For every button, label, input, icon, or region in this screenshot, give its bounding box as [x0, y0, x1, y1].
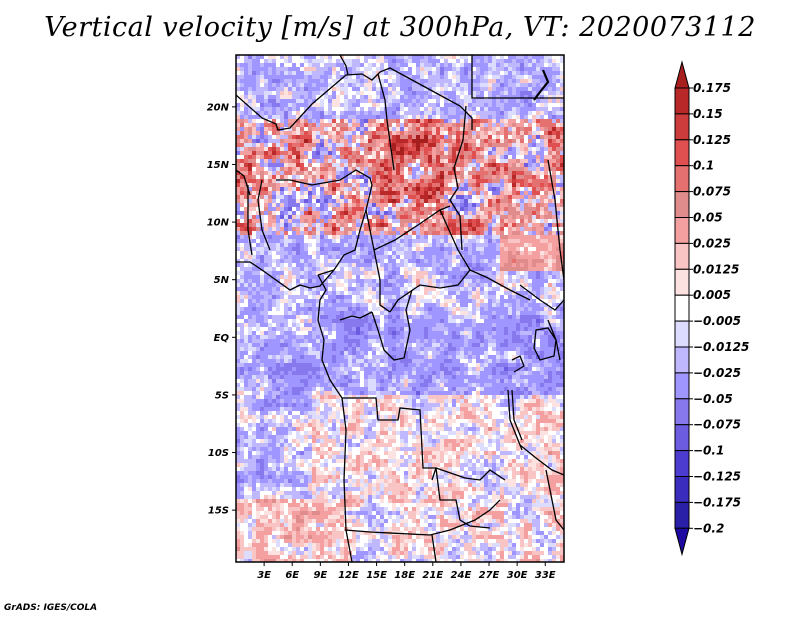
country-borders — [236, 55, 564, 562]
border-rwanda-burundi — [511, 355, 525, 373]
colorbar-label: 0.075 — [693, 185, 731, 199]
colorbar-swatch — [674, 294, 690, 322]
colorbar-swatch — [674, 476, 690, 503]
colorbar-label: 0.125 — [693, 133, 731, 147]
lat-tick-label: 15S — [208, 506, 229, 517]
border-ghana — [236, 169, 251, 196]
border-sudan-ethiopia — [547, 159, 564, 281]
border-lake-tanganyika — [507, 389, 523, 451]
border-cameroon-car — [365, 209, 391, 313]
colorbar-label: 0.0125 — [693, 262, 739, 276]
border-algeria-mali — [339, 55, 349, 76]
lon-tick-label: 3E — [257, 570, 271, 581]
colorbar-swatch — [674, 424, 690, 452]
border-egypt-sudan — [471, 55, 564, 99]
longitude-axis: 3E 6E 9E 12E 15E 18E 21E 24E 27E 30E 33E — [257, 562, 556, 581]
colorbar-label: 0.1 — [693, 159, 714, 173]
lat-tick-label: 5N — [214, 275, 230, 286]
colorbar-label: 0.15 — [693, 107, 723, 121]
colorbar-label: −0.175 — [693, 495, 741, 509]
lon-tick-label: 18E — [394, 570, 415, 581]
lon-tick-label: 6E — [285, 570, 299, 581]
colorbar-swatch — [674, 346, 690, 374]
colorbar-swatch — [674, 320, 690, 348]
colorbar-swatch — [674, 217, 690, 244]
colorbar-swatch — [674, 501, 690, 529]
border-drc-zambia — [435, 467, 506, 481]
border-tanzania — [519, 444, 564, 476]
chart-title: Vertical velocity [m/s] at 300hPa, VT: 2… — [44, 12, 756, 43]
border-drc-angola — [342, 397, 437, 481]
border-libya-chad — [377, 73, 395, 171]
colorbar-max-arrow — [674, 60, 690, 89]
lon-tick-label: 30E — [507, 570, 528, 581]
colorbar-label: 0.025 — [693, 236, 731, 250]
colorbar: 0.175 0.15 0.125 0.1 0.075 0.05 0.025 0.0125 0.0… — [674, 60, 749, 557]
border-chad-car — [373, 205, 451, 251]
coastline-gulf-of-guinea — [236, 261, 353, 562]
colorbar-label: 0.05 — [693, 211, 723, 225]
border-mozambique — [545, 469, 564, 531]
border-zambia-zimbabwe — [429, 499, 501, 536]
border-congo-drc — [371, 289, 413, 361]
colorbar-label: −0.0125 — [693, 340, 749, 354]
latitude-axis: 20N 15N 10N 5N EQ 5S 10S 15S — [207, 102, 236, 517]
colorbar-swatch — [674, 113, 690, 141]
lat-tick-label: 20N — [207, 102, 230, 113]
border-angola-zambia — [435, 467, 491, 529]
lat-tick-label: 10S — [208, 448, 229, 459]
border-niger-algeria — [236, 67, 473, 131]
border-chad-sudan — [449, 105, 467, 251]
border-togo — [247, 185, 253, 256]
border-lake-victoria — [533, 327, 557, 361]
colorbar-label: 0.005 — [693, 288, 731, 302]
lon-tick-label: 33E — [535, 570, 556, 581]
lon-tick-label: 27E — [479, 570, 500, 581]
colorbar-min-arrow — [674, 527, 690, 557]
border-car-drc — [389, 269, 471, 313]
border-benin — [257, 179, 271, 251]
border-south-sudan-uganda — [519, 284, 564, 311]
colorbar-label: −0.05 — [693, 392, 733, 406]
colorbar-swatch — [674, 398, 690, 426]
colorbar-label: −0.005 — [693, 314, 741, 328]
colorbar-label: −0.025 — [693, 366, 741, 380]
colorbar-swatch — [674, 165, 690, 193]
border-gabon-congo — [339, 311, 373, 321]
colorbar-label: −0.075 — [693, 418, 741, 432]
coastline — [236, 261, 353, 562]
map-frame — [235, 54, 565, 563]
colorbar-swatch — [674, 242, 690, 270]
colorbar-swatch — [674, 139, 690, 167]
border-niger-nigeria — [276, 169, 373, 186]
colorbar-swatch — [674, 87, 690, 115]
velocity-field — [236, 55, 564, 562]
colorbar-swatch — [674, 450, 690, 478]
colorbar-label: 0.175 — [693, 81, 731, 95]
colorbar-swatch — [674, 191, 690, 219]
lat-tick-label: 15N — [207, 160, 230, 171]
border-angola-namibia — [344, 529, 431, 536]
colorbar-swatch — [674, 268, 690, 296]
lon-tick-label: 15E — [366, 570, 387, 581]
lon-tick-label: 9E — [313, 570, 327, 581]
border-car-sudan — [439, 209, 531, 301]
colorbar-swatch — [674, 372, 690, 400]
colorbar-label: −0.125 — [693, 470, 741, 484]
colorbar-label: −0.2 — [693, 521, 724, 535]
footer-credit: GrADS: IGES/COLA — [4, 603, 98, 613]
lat-tick-label: 10N — [207, 218, 230, 229]
lon-tick-label: 12E — [338, 570, 359, 581]
border-red-sea-coast — [533, 69, 550, 101]
lon-tick-label: 21E — [422, 570, 443, 581]
lon-tick-label: 24E — [451, 570, 472, 581]
border-namibia-botswana — [431, 534, 437, 562]
colorbar-label: −0.1 — [693, 444, 724, 458]
lat-tick-label: 5S — [215, 390, 229, 401]
lat-tick-label: EQ — [214, 333, 230, 344]
